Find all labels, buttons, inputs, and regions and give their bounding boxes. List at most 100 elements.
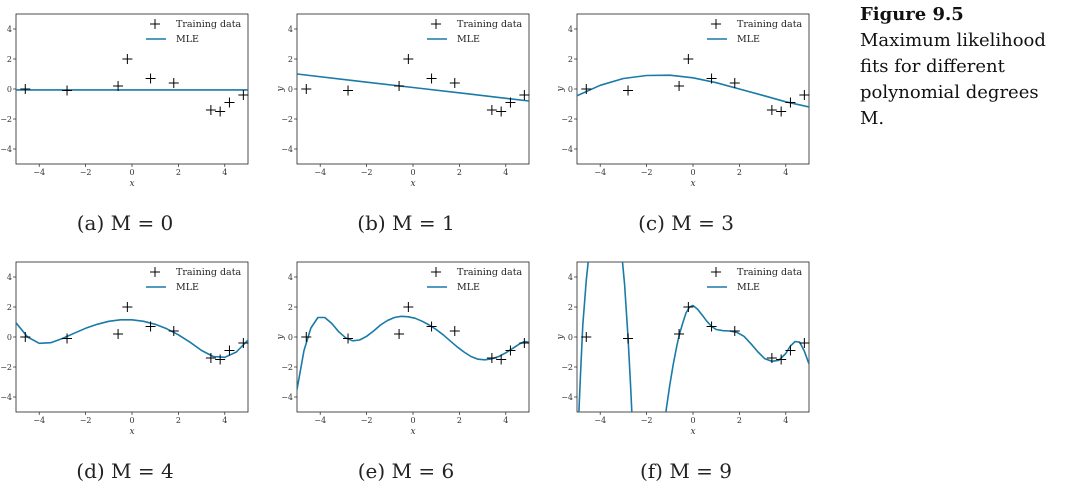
- y-tick-label: 4: [288, 273, 293, 282]
- y-tick-label: 2: [568, 55, 573, 64]
- y-tick-label: 2: [568, 303, 573, 312]
- y-tick-label: 4: [568, 273, 573, 282]
- legend-label-mle: MLE: [176, 282, 199, 293]
- x-axis-label: x: [129, 179, 134, 189]
- y-tick-label: 0: [568, 333, 573, 342]
- y-tick-label: 4: [568, 25, 573, 34]
- x-tick-label: 2: [737, 168, 742, 177]
- axes-frame: [576, 261, 810, 413]
- y-tick-label: 4: [7, 25, 12, 34]
- x-tick-label: −4: [33, 168, 45, 177]
- training-point: [449, 326, 460, 336]
- figure-caption-text: Maximum likelihood fits for different po…: [860, 30, 1046, 129]
- training-point: [224, 345, 235, 356]
- chart-b: −4 −2 0 2 4 −4 −2 0 2 4 x y Training data MLE: [276, 13, 530, 189]
- legend-marker-training: [711, 267, 721, 277]
- training-point: [623, 333, 634, 344]
- training-point: [238, 338, 249, 348]
- training-point: [168, 78, 179, 88]
- x-tick-label: −4: [594, 168, 606, 177]
- training-point: [799, 338, 810, 348]
- caption-f: (f) M = 9: [639, 459, 733, 483]
- x-tick-label: 0: [410, 168, 415, 177]
- y-tick-label: 2: [288, 55, 293, 64]
- x-tick-label: 4: [222, 416, 227, 425]
- training-point: [301, 84, 312, 94]
- y-tick-label: 0: [288, 85, 293, 94]
- y-tick-label: −4: [0, 393, 12, 402]
- x-tick-label: 4: [783, 168, 788, 177]
- training-point: [706, 321, 717, 332]
- y-axis-label: y: [556, 334, 566, 341]
- y-tick-label: 4: [7, 273, 12, 282]
- training-point: [683, 302, 694, 312]
- legend-marker-training: [150, 267, 160, 277]
- axes-frame: [296, 13, 530, 165]
- y-axis-label: y: [276, 334, 286, 341]
- training-point: [343, 85, 354, 96]
- training-point: [145, 321, 156, 332]
- caption-e: (e) M = 6: [357, 459, 455, 483]
- legend-label-mle: MLE: [176, 34, 199, 45]
- training-point: [776, 106, 787, 117]
- y-tick-label: −2: [281, 115, 293, 124]
- legend-label-training: Training data: [457, 19, 523, 30]
- x-tick-label: 4: [222, 168, 227, 177]
- training-point: [20, 84, 31, 94]
- x-tick-label: 4: [783, 416, 788, 425]
- axes-frame: [576, 13, 810, 165]
- figure-caption: Figure 9.5 Maximum likelihood fits for d…: [860, 2, 1060, 132]
- legend-label-mle: MLE: [737, 282, 760, 293]
- x-tick-label: 0: [690, 168, 695, 177]
- x-axis-label: x: [410, 179, 415, 189]
- legend-label-mle: MLE: [457, 282, 480, 293]
- y-tick-label: 2: [7, 55, 12, 64]
- y-tick-label: −2: [281, 363, 293, 372]
- mle-curve: [297, 73, 529, 102]
- training-point: [20, 332, 31, 342]
- y-tick-label: 2: [7, 303, 12, 312]
- x-tick-label: −2: [361, 416, 373, 425]
- training-point: [403, 54, 414, 64]
- x-tick-label: 2: [176, 416, 181, 425]
- training-point: [674, 329, 685, 339]
- training-point: [238, 90, 249, 100]
- x-tick-label: 2: [457, 168, 462, 177]
- training-point: [122, 54, 133, 64]
- training-point: [426, 321, 437, 332]
- training-point: [394, 329, 405, 339]
- training-point: [496, 354, 507, 365]
- y-tick-label: −2: [561, 363, 573, 372]
- training-point: [785, 97, 796, 108]
- y-tick-label: −4: [281, 393, 293, 402]
- training-point: [426, 73, 437, 84]
- training-point: [168, 326, 179, 336]
- x-axis-label: x: [129, 427, 134, 437]
- y-tick-label: 2: [288, 303, 293, 312]
- x-tick-label: −4: [33, 416, 45, 425]
- x-tick-label: −2: [80, 168, 92, 177]
- x-tick-label: −2: [641, 416, 653, 425]
- training-point: [519, 338, 530, 348]
- training-point: [343, 333, 354, 344]
- y-tick-label: −2: [0, 363, 12, 372]
- y-tick-label: 0: [568, 85, 573, 94]
- training-point: [505, 345, 516, 356]
- training-point: [215, 354, 226, 365]
- legend-marker-training: [711, 19, 721, 29]
- training-point: [205, 353, 216, 363]
- chart-f: −4 −2 0 2 4 −4 −2 0 2 4 x y Training data MLE: [556, 261, 810, 437]
- y-tick-label: 4: [288, 25, 293, 34]
- caption-a: (a) M = 0: [76, 211, 174, 235]
- training-point: [776, 354, 787, 365]
- chart-panel-b: −4 −2 0 2 4 −4 −2 0 2 4 x y Training data MLE (b) M =…: [276, 10, 531, 235]
- y-tick-label: 0: [7, 333, 12, 342]
- y-tick-label: −4: [281, 145, 293, 154]
- training-point: [113, 329, 124, 339]
- x-tick-label: −2: [641, 168, 653, 177]
- chart-c: −4 −2 0 2 4 −4 −2 0 2 4 x y Training data MLE: [556, 13, 810, 189]
- legend-label-training: Training data: [457, 267, 523, 278]
- legend-label-training: Training data: [737, 19, 803, 30]
- training-point: [729, 326, 740, 336]
- training-point: [215, 106, 226, 117]
